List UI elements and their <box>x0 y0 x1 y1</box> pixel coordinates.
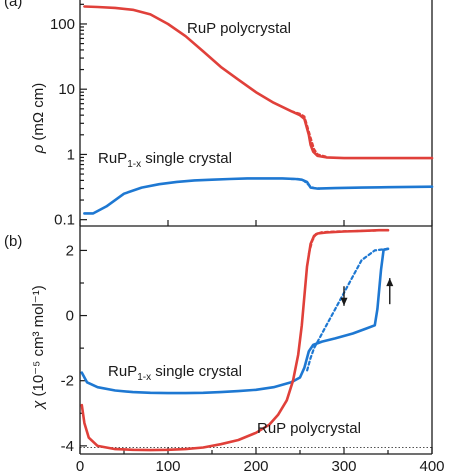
y-tick-label: 0 <box>66 308 74 325</box>
series-line-poly-heat <box>80 228 390 452</box>
panel-a-series <box>83 5 434 215</box>
panel-a-ylabel: ρ (mΩ cm) <box>30 83 47 154</box>
y-tick-label: 10 <box>58 81 75 98</box>
panel-a-y-ticks: 0.1 1 10 100 <box>50 3 433 229</box>
panel-b-x-ticks: 0 100 200 300 400 <box>76 447 445 474</box>
panel-b-ylabel-unit: (10⁻⁵ cm³ mol⁻¹) <box>30 285 47 396</box>
arrow-head <box>340 297 348 306</box>
panel-a-poly-annotation: RuP polycrystal <box>187 20 291 37</box>
annot-sub: 1-x <box>137 372 151 383</box>
x-tick-label: 100 <box>155 458 180 474</box>
y-tick-label: -4 <box>61 438 74 455</box>
y-tick-label: 0.1 <box>54 212 75 229</box>
y-tick-label: 2 <box>66 242 74 259</box>
panel-a-ylabel-unit: (mΩ cm) <box>30 83 47 141</box>
series-line-poly-dashed <box>290 110 328 158</box>
series-line-single-dashed <box>290 177 321 190</box>
panel-a-label: (a) <box>4 0 22 10</box>
panel-b-y-ticks: -4 -2 0 2 <box>61 242 87 455</box>
x-tick-label: 300 <box>331 458 356 474</box>
panel-a-single-annotation: RuP1-x single crystal <box>98 150 232 170</box>
panel-b-poly-annotation: RuP polycrystal <box>257 420 361 437</box>
y-tick-label: -2 <box>61 373 74 390</box>
panel-a: (a) ρ (mΩ cm) 0.1 1 10 100 RuP polycrystal R… <box>4 0 434 229</box>
panel-b-ylabel-symbol: χ <box>30 400 47 411</box>
x-tick-label: 0 <box>76 458 84 474</box>
annot-sub: 1-x <box>127 159 141 170</box>
y-tick-label: 1 <box>67 146 75 163</box>
panel-b-ylabel: χ (10⁻⁵ cm³ mol⁻¹) <box>30 285 47 410</box>
panel-b-label: (b) <box>4 233 22 250</box>
panel-b-single-annotation: RuP1-x single crystal <box>108 363 242 383</box>
series-line-single-cool <box>305 247 390 372</box>
panel-a-ylabel-symbol: ρ <box>30 144 47 154</box>
arrow-up <box>386 278 394 305</box>
panel-b-axes <box>79 226 433 455</box>
annot-base: RuP <box>108 363 137 380</box>
x-tick-label: 400 <box>419 458 444 474</box>
arrow-head <box>386 278 394 287</box>
annot-rest: single crystal <box>151 363 242 380</box>
annot-base: RuP <box>98 150 127 167</box>
panel-b-series <box>80 228 390 452</box>
series-line-poly-solid <box>83 5 434 160</box>
arrow-down <box>340 286 348 306</box>
x-tick-label: 200 <box>243 458 268 474</box>
series-line-poly-cool <box>307 229 390 255</box>
series-line-single-solid <box>83 177 434 215</box>
y-tick-label: 100 <box>50 16 75 33</box>
panel-b: (b) χ (10⁻⁵ cm³ mol⁻¹) -4 -2 0 2 0 100 200 300 4… <box>4 226 445 474</box>
annot-rest: single crystal <box>141 150 232 167</box>
panel-b-arrows <box>340 278 394 306</box>
